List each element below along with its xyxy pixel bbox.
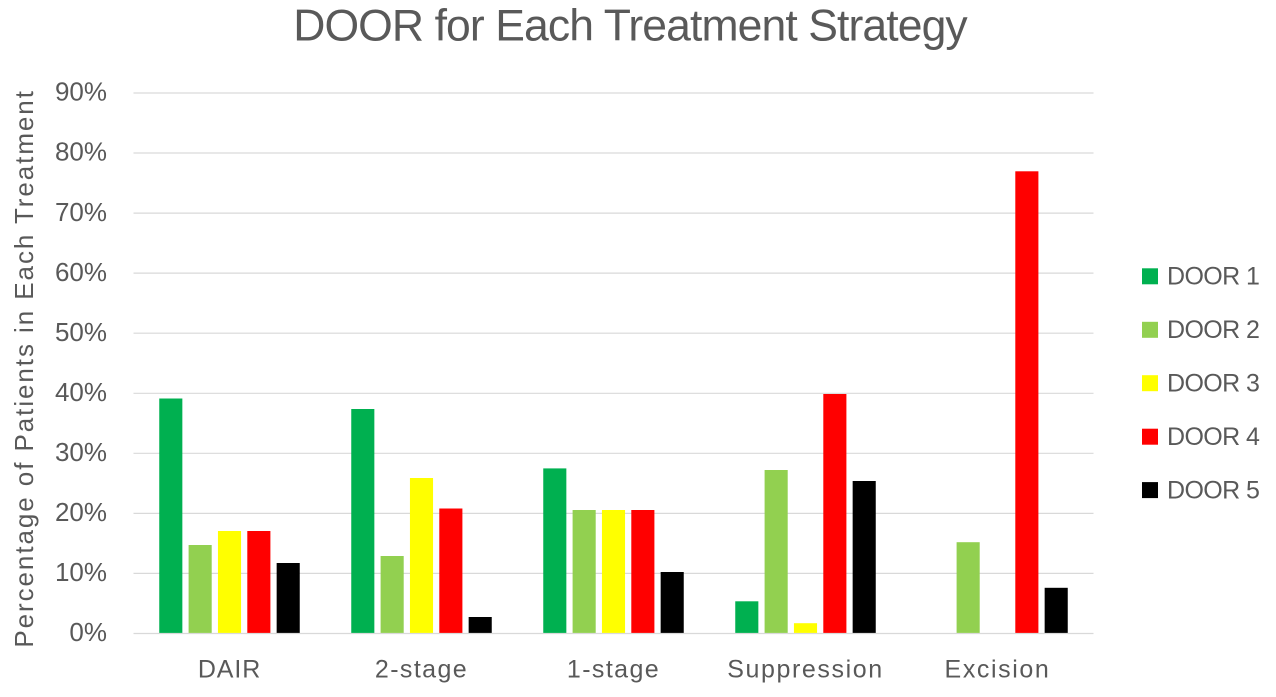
svg-text:0%: 0% [69, 617, 107, 647]
svg-text:90%: 90% [55, 77, 107, 107]
svg-text:DOOR 1: DOOR 1 [1167, 263, 1259, 291]
svg-text:1-stage: 1-stage [567, 656, 660, 684]
svg-text:2-stage: 2-stage [375, 656, 468, 684]
svg-text:30%: 30% [55, 437, 107, 467]
svg-text:Excision: Excision [945, 656, 1051, 684]
svg-text:DOOR for Each Treatment Strate: DOOR for Each Treatment Strategy [293, 1, 968, 50]
svg-text:DAIR: DAIR [198, 656, 261, 684]
svg-text:80%: 80% [55, 137, 107, 167]
svg-text:Percentage of Patients in Each: Percentage of Patients in Each Treatment [9, 89, 39, 647]
svg-text:40%: 40% [55, 377, 107, 407]
svg-text:20%: 20% [55, 497, 107, 527]
svg-text:50%: 50% [55, 317, 107, 347]
svg-text:DOOR 5: DOOR 5 [1167, 477, 1259, 505]
svg-text:Suppression: Suppression [727, 656, 884, 684]
svg-text:DOOR 3: DOOR 3 [1167, 370, 1259, 398]
svg-text:10%: 10% [55, 557, 107, 587]
svg-text:70%: 70% [55, 197, 107, 227]
svg-text:60%: 60% [55, 257, 107, 287]
svg-text:DOOR 2: DOOR 2 [1167, 316, 1259, 344]
svg-text:DOOR 4: DOOR 4 [1167, 423, 1260, 451]
